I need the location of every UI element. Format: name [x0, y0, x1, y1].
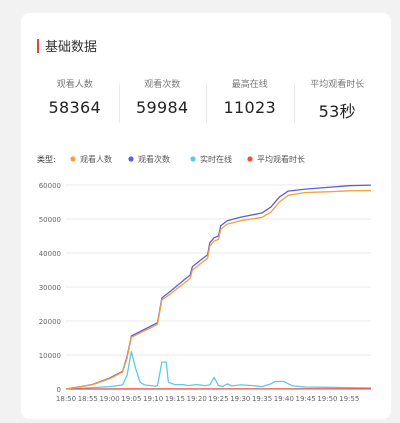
stat-label: 观看人数: [57, 77, 93, 90]
x-tick-label: 18:55: [78, 395, 98, 403]
stat-value: 53秒: [319, 98, 356, 122]
y-tick-label: 60000: [39, 182, 61, 190]
series-line-1: [66, 191, 371, 389]
section-title: 基础数据: [45, 36, 97, 55]
chart-legend: 类型: 观看人数 观看次数 实时在线 平均观看时长: [37, 154, 305, 164]
section-header: 基础数据: [37, 36, 97, 55]
legend-marker: [190, 156, 195, 161]
chart-container: 类型: 观看人数 观看次数 实时在线 平均观看时长 0 10000 20000 30000 40…: [21, 135, 391, 419]
x-tick-label: 18:50: [56, 395, 76, 403]
stat-label: 平均观看时长: [310, 77, 364, 90]
y-tick-label: 20000: [39, 318, 61, 326]
legend-label: 平均观看时长: [257, 154, 305, 164]
stat-label: 最高在线: [232, 77, 268, 90]
basic-data-card: 基础数据 观看人数 58364 观看次数 59984 最高在线 11023 平均…: [21, 13, 391, 419]
stat-views: 观看次数 59984: [119, 77, 207, 131]
stat-viewers: 观看人数 58364: [31, 77, 119, 131]
title-accent-bar: [37, 39, 39, 53]
x-tick-label: 19:15: [165, 395, 185, 403]
series-line-3: [66, 352, 371, 390]
line-chart: 类型: 观看人数 观看次数 实时在线 平均观看时长 0 10000 20000 30000 40…: [21, 135, 391, 419]
legend-label: 实时在线: [200, 154, 232, 164]
y-tick-label: 50000: [39, 216, 61, 224]
legend-marker: [128, 156, 133, 161]
y-tick-label: 30000: [39, 284, 61, 292]
stat-avg-watch-time: 平均观看时长 53秒: [294, 77, 382, 131]
x-tick-label: 19:35: [252, 395, 272, 403]
x-tick-label: 19:25: [208, 395, 228, 403]
legend-title: 类型:: [37, 154, 56, 164]
x-tick-label: 19:55: [339, 395, 359, 403]
x-tick-label: 19:20: [187, 395, 207, 403]
x-tick-label: 19:30: [230, 395, 250, 403]
x-tick-label: 19:00: [99, 395, 119, 403]
legend-marker: [70, 156, 75, 161]
y-axis: 0 10000 20000 30000 40000 50000 60000: [39, 182, 61, 394]
chart-grid: [66, 185, 371, 389]
x-tick-label: 19:45: [296, 395, 316, 403]
x-tick-label: 19:50: [317, 395, 337, 403]
legend-label: 观看人数: [80, 154, 112, 164]
stat-value: 11023: [224, 98, 276, 117]
y-tick-label: 10000: [39, 352, 61, 360]
y-tick-label: 40000: [39, 250, 61, 258]
x-tick-label: 19:05: [121, 395, 141, 403]
stat-value: 58364: [49, 98, 101, 117]
legend-label: 观看次数: [138, 154, 170, 164]
legend-marker: [247, 156, 252, 161]
stat-label: 观看次数: [144, 77, 180, 90]
x-tick-label: 19:10: [143, 395, 163, 403]
y-tick-label: 0: [57, 386, 61, 394]
stats-row: 观看人数 58364 观看次数 59984 最高在线 11023 平均观看时长 …: [31, 77, 381, 131]
stat-value: 59984: [136, 98, 188, 117]
x-tick-label: 19:40: [274, 395, 294, 403]
stat-peak-online: 最高在线 11023: [206, 77, 294, 131]
